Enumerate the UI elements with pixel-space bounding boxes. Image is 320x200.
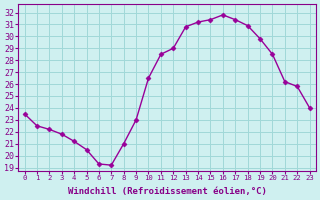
- X-axis label: Windchill (Refroidissement éolien,°C): Windchill (Refroidissement éolien,°C): [68, 187, 267, 196]
